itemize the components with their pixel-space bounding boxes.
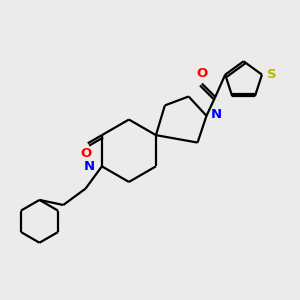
- Text: O: O: [81, 147, 92, 160]
- Text: S: S: [267, 68, 277, 81]
- Text: N: N: [84, 160, 95, 173]
- Text: N: N: [211, 108, 222, 121]
- Text: O: O: [196, 67, 208, 80]
